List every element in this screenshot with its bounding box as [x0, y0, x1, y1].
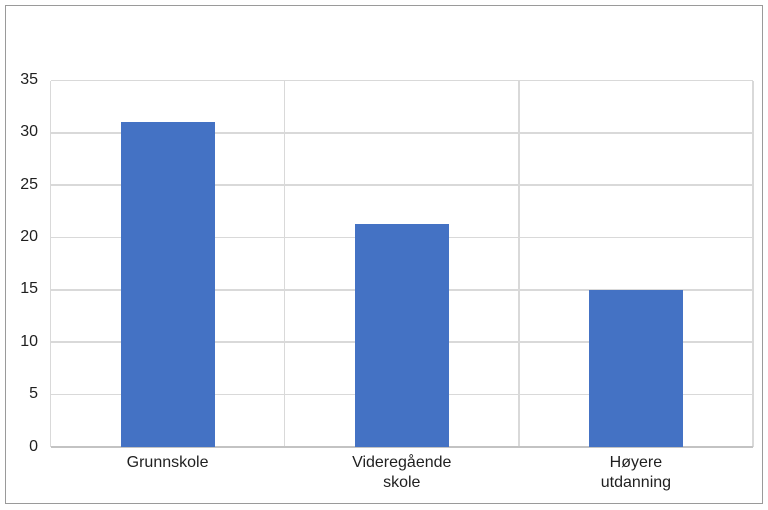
y-axis-tick-label: 30: [20, 123, 38, 141]
x-axis-label-line: Grunnskole: [126, 454, 209, 471]
bar-grunnskole: [120, 122, 215, 447]
horizontal-gridline: [50, 184, 753, 186]
x-axis-label-line: utdanning: [600, 474, 672, 491]
horizontal-gridline: [50, 79, 753, 82]
x-axis-label-line: Videregående: [352, 454, 452, 471]
bar-videregaende-skole: [354, 223, 449, 447]
chart-frame: 0 5 10 15 20 25 30 35 Grunnskole Videregående sko…: [5, 5, 763, 504]
vertical-gridline: [283, 80, 286, 447]
x-axis-label-line: Høyere: [609, 454, 663, 471]
y-axis-tick-label: 20: [20, 228, 38, 246]
y-axis-tick-label: 10: [20, 332, 38, 350]
y-axis-tick-label: 5: [29, 385, 38, 403]
y-axis-tick-label: 0: [29, 437, 38, 455]
x-axis-label-hoyere-utdanning: Høyere utdanning: [551, 453, 721, 493]
x-axis-label-grunnskole: Grunnskole: [83, 453, 253, 473]
y-axis-tick-label: 35: [20, 71, 38, 88]
horizontal-gridline: [50, 132, 753, 134]
x-axis-line: [50, 446, 753, 448]
y-axis-tick-label: 15: [20, 280, 38, 298]
x-axis-label-line: skole: [383, 474, 421, 491]
vertical-gridline: [49, 80, 52, 447]
vertical-gridline: [518, 80, 520, 447]
bar-hoyere-utdanning: [588, 289, 683, 447]
vertical-gridline: [752, 80, 754, 447]
bars-layer: [6, 6, 762, 503]
x-axis-label-videregaende-skole: Videregående skole: [317, 453, 487, 493]
y-axis-labels: 0 5 10 15 20 25 30 35: [6, 6, 762, 503]
y-axis-tick-label: 25: [20, 175, 38, 193]
x-axis-labels: Grunnskole Videregående skole Høyere utdanni…: [6, 6, 762, 503]
